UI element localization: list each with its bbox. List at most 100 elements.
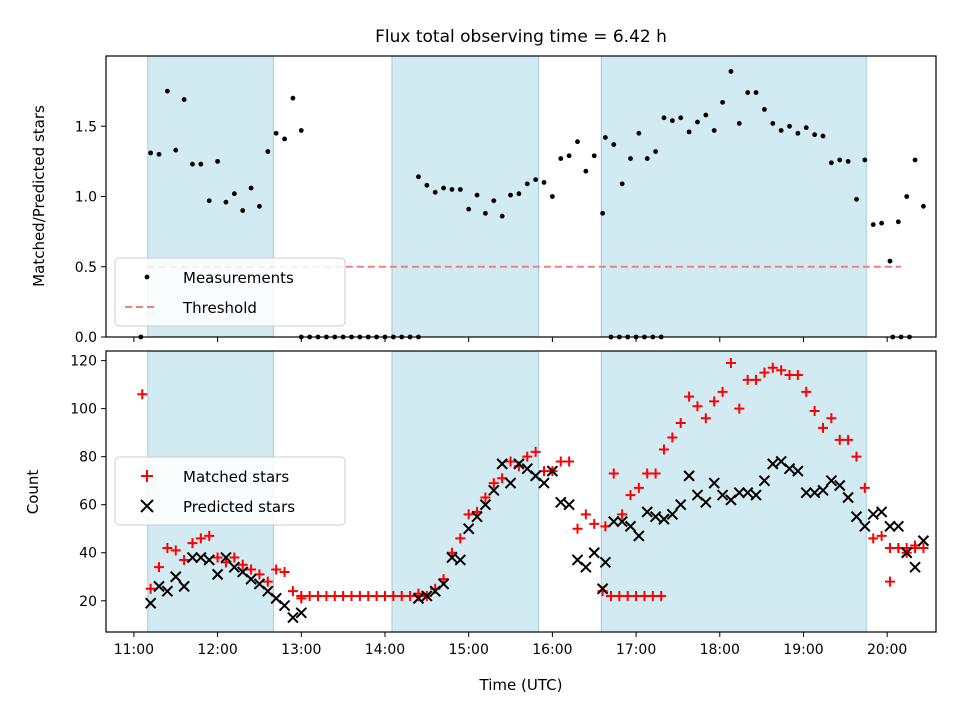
matched-star-point xyxy=(826,413,837,424)
predicted-star-point xyxy=(808,486,821,499)
predicted-star-point xyxy=(295,607,308,619)
predicted-star-point xyxy=(649,511,662,523)
measurement-point xyxy=(628,156,633,161)
matched-star-point xyxy=(162,542,173,553)
measurement-point xyxy=(837,157,843,163)
y-tick-label: 0.0 xyxy=(75,330,97,346)
measurement-point xyxy=(583,168,589,174)
predicted-star-point xyxy=(245,573,257,585)
measurement-point xyxy=(619,181,625,187)
measurement-point xyxy=(854,196,859,202)
matched-star-point xyxy=(633,482,644,493)
legend-box xyxy=(114,257,346,327)
measurement-point xyxy=(728,69,734,74)
predicted-star-point xyxy=(834,479,846,492)
matched-star-point xyxy=(876,530,887,541)
matched-star-point xyxy=(614,590,625,601)
measurement-point xyxy=(164,88,170,94)
predicted-star-point xyxy=(599,556,612,569)
predicted-star-point xyxy=(462,523,475,535)
predicted-star-point xyxy=(479,499,492,511)
x-tick-label: 13:00 xyxy=(281,642,321,658)
predicted-star-point xyxy=(220,551,232,564)
matched-star-point xyxy=(859,482,870,493)
matched-star-point xyxy=(572,523,583,534)
matched-star-point xyxy=(834,434,845,445)
measurement-point xyxy=(611,142,617,147)
matched-star-point xyxy=(884,542,895,553)
predicted-star-point xyxy=(287,611,299,624)
matched-star-point xyxy=(212,552,223,563)
observing-window-band xyxy=(600,350,867,633)
measurement-point xyxy=(215,158,220,164)
legend-marker-measurements xyxy=(144,274,150,280)
matched-star-point xyxy=(639,590,650,601)
matched-star-point xyxy=(313,590,324,601)
matched-star-point xyxy=(622,590,633,601)
measurement-point xyxy=(181,97,187,102)
matched-star-point xyxy=(751,374,762,385)
x-tick-label: 19:00 xyxy=(783,642,823,658)
predicted-star-point xyxy=(750,489,762,501)
predicted-star-point xyxy=(211,568,224,581)
predicted-star-point xyxy=(178,580,190,593)
predicted-star-point xyxy=(624,520,637,533)
predicted-star-point xyxy=(437,578,450,590)
y-tick-label: 40 xyxy=(79,546,97,562)
measurement-point xyxy=(787,123,792,129)
measurement-point xyxy=(298,128,304,133)
matched-star-point xyxy=(658,444,669,455)
matched-star-point xyxy=(656,590,667,601)
predicted-star-point xyxy=(278,599,291,612)
measurement-point xyxy=(695,119,700,125)
y-tick-label: 100 xyxy=(70,402,97,418)
x-axis-label: Time (UTC) xyxy=(479,676,563,694)
matched-star-point xyxy=(647,590,658,601)
measurement-point xyxy=(845,158,851,164)
legend-label: Threshold xyxy=(182,299,257,317)
measurement-point xyxy=(678,115,684,121)
matched-star-point xyxy=(617,509,628,520)
matched-star-point xyxy=(488,478,499,489)
matched-star-point xyxy=(818,422,829,433)
predicted-star-point xyxy=(153,580,165,593)
matched-star-point xyxy=(530,446,541,457)
matched-star-point xyxy=(901,542,912,553)
matched-star-point xyxy=(296,590,307,601)
matched-star-point xyxy=(725,358,736,369)
matched-star-point xyxy=(608,468,619,479)
measurement-point xyxy=(499,213,505,219)
predicted-star-point xyxy=(504,477,517,489)
measurement-point xyxy=(190,161,195,167)
matched-star-point xyxy=(717,386,728,397)
matched-star-point xyxy=(405,590,416,601)
x-tick-label: 20:00 xyxy=(867,642,907,658)
predicted-star-point xyxy=(767,458,779,470)
predicted-star-point xyxy=(555,496,567,509)
y-tick-label: 1.5 xyxy=(75,119,97,135)
matched-star-point xyxy=(170,545,181,556)
predicted-star-point xyxy=(170,571,182,583)
measurement-point xyxy=(231,191,237,197)
measurement-point xyxy=(273,130,279,136)
predicted-star-point xyxy=(580,561,592,573)
matched-star-point xyxy=(767,362,778,373)
matched-star-point xyxy=(413,588,424,599)
matched-star-point xyxy=(692,401,703,412)
measurement-point xyxy=(432,189,438,195)
predicted-star-point xyxy=(917,535,930,547)
matched-star-point xyxy=(801,386,812,397)
predicted-star-point xyxy=(641,506,653,518)
matched-star-point xyxy=(463,509,474,520)
predicted-star-point xyxy=(195,551,207,564)
matched-star-point xyxy=(480,492,491,503)
measurement-point xyxy=(533,177,539,183)
measurement-point xyxy=(812,132,818,138)
measurement-point xyxy=(762,106,767,112)
matched-star-point xyxy=(304,590,315,601)
measurement-point xyxy=(206,198,212,204)
measurement-point xyxy=(904,194,910,199)
measurement-point xyxy=(416,174,421,180)
matched-star-point xyxy=(388,590,399,601)
